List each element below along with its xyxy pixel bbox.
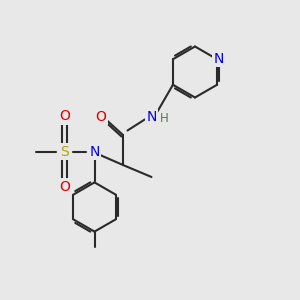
Text: O: O xyxy=(59,110,70,123)
Text: S: S xyxy=(60,145,69,158)
Text: N: N xyxy=(213,52,224,66)
Text: N: N xyxy=(89,145,100,158)
Text: O: O xyxy=(96,110,106,124)
Text: H: H xyxy=(160,112,169,125)
Text: N: N xyxy=(146,110,157,124)
Text: O: O xyxy=(59,180,70,194)
